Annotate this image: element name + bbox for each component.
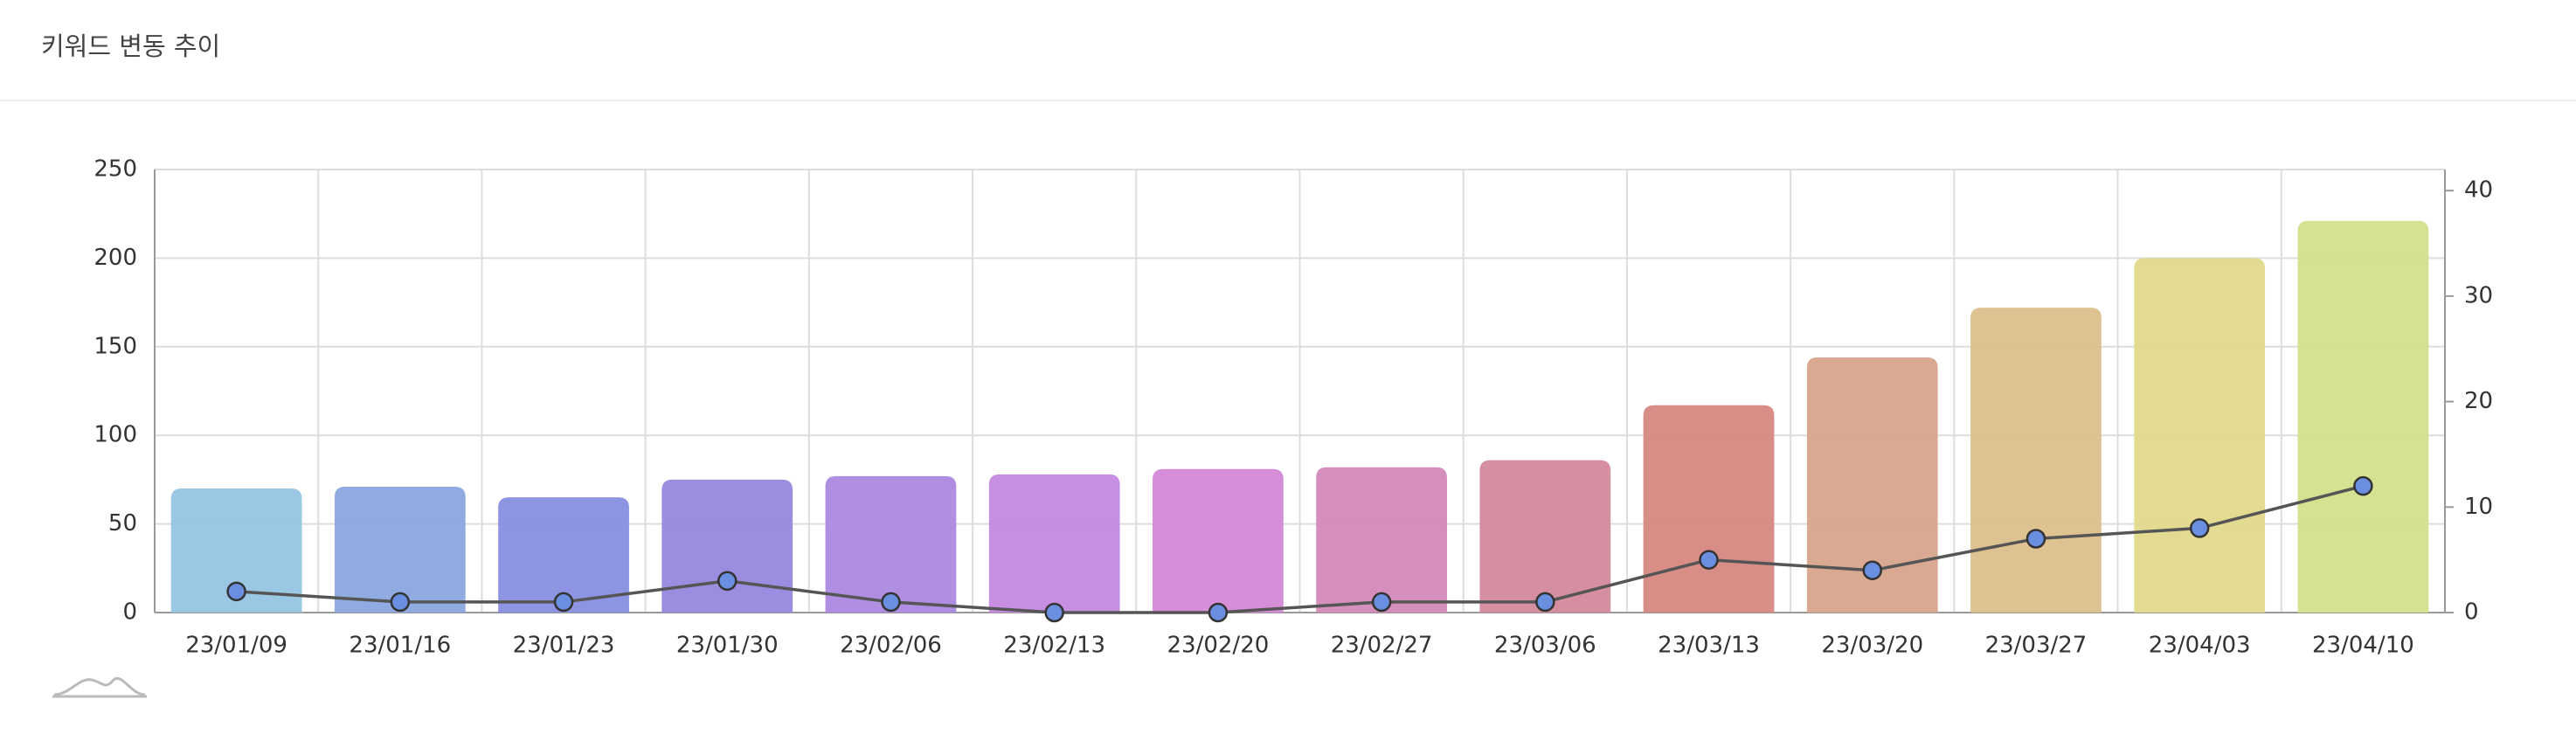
chart-icon xyxy=(52,676,147,698)
line-marker xyxy=(2189,518,2210,538)
bar xyxy=(988,474,1120,613)
x-tick-label: 23/03/20 xyxy=(1821,633,1923,659)
y-tick-label: 0 xyxy=(122,599,137,626)
y2-tick-label: 10 xyxy=(2464,494,2493,520)
bar xyxy=(1806,357,1938,613)
line-marker xyxy=(881,592,901,613)
bar xyxy=(825,475,957,613)
line-marker xyxy=(1208,602,1229,623)
line-marker xyxy=(2353,475,2373,496)
chart-title: 키워드 변동 추이 xyxy=(41,31,220,61)
x-tick-label: 23/01/16 xyxy=(349,633,451,659)
bar xyxy=(1643,405,1775,613)
bar xyxy=(1970,308,2102,613)
y2-tick-label: 0 xyxy=(2464,599,2479,626)
y2-tick-label: 40 xyxy=(2464,177,2493,204)
line-marker xyxy=(2025,529,2046,549)
bar xyxy=(1153,468,1284,613)
y-tick-label: 200 xyxy=(93,245,137,271)
line-marker xyxy=(717,571,737,592)
bar xyxy=(661,479,793,613)
line-marker xyxy=(1535,592,1555,613)
y2-tick-label: 20 xyxy=(2464,388,2493,414)
line xyxy=(236,484,2364,614)
x-tick-label: 23/02/20 xyxy=(1167,633,1270,659)
line-marker xyxy=(553,592,574,613)
x-tick-label: 23/03/27 xyxy=(1985,633,2088,659)
bar xyxy=(498,497,629,613)
x-tick-label: 23/04/03 xyxy=(2149,633,2251,659)
line-marker xyxy=(1699,550,1719,570)
x-tick-label: 23/02/13 xyxy=(1003,633,1105,659)
x-tick-label: 23/03/13 xyxy=(1658,633,1760,659)
bar xyxy=(1479,460,1611,613)
line-marker xyxy=(390,592,411,613)
x-tick-label: 23/03/06 xyxy=(1494,633,1596,659)
y-tick-label: 100 xyxy=(93,422,137,448)
bar xyxy=(2297,220,2429,613)
bar xyxy=(1316,467,1447,613)
x-tick-label: 23/02/06 xyxy=(840,633,942,659)
x-tick-label: 23/04/10 xyxy=(2312,633,2414,659)
bar xyxy=(334,487,466,613)
y-tick-label: 150 xyxy=(93,333,137,359)
y-tick-label: 50 xyxy=(108,510,137,537)
x-tick-label: 23/01/23 xyxy=(513,633,615,659)
bar xyxy=(2134,258,2266,613)
y2-tick-label: 30 xyxy=(2464,282,2493,308)
line-marker xyxy=(1044,602,1064,623)
x-tick-label: 23/01/30 xyxy=(676,633,779,659)
line-marker xyxy=(1371,592,1392,613)
bar xyxy=(170,488,302,613)
line-marker xyxy=(1862,560,1882,580)
x-tick-label: 23/01/09 xyxy=(185,633,287,659)
y-tick-label: 250 xyxy=(93,156,137,183)
x-tick-label: 23/02/27 xyxy=(1331,633,1433,659)
line-marker xyxy=(226,581,246,602)
